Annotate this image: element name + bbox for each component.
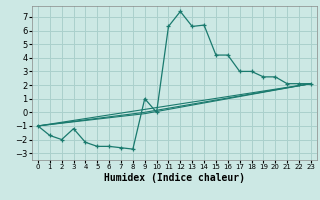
X-axis label: Humidex (Indice chaleur): Humidex (Indice chaleur): [104, 173, 245, 183]
